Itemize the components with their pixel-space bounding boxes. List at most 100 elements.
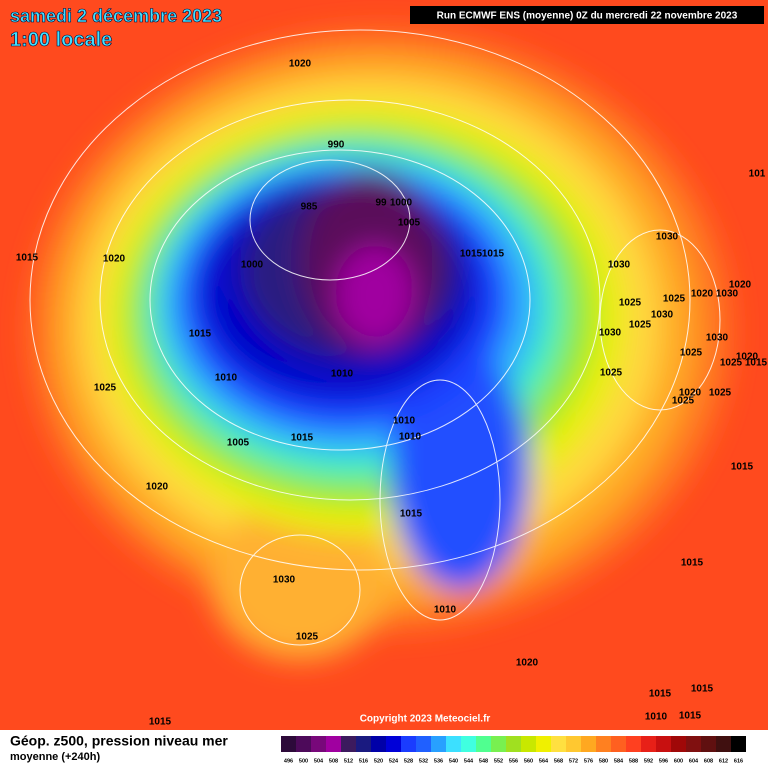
isobar-label: 1015 bbox=[691, 684, 714, 695]
isobar-label: 1030 bbox=[706, 333, 729, 344]
isobar-label: 1030 bbox=[608, 260, 631, 271]
isobar-label: 1025 bbox=[720, 358, 743, 369]
colorbar-label: 588 bbox=[629, 758, 638, 764]
colorbar-swatch bbox=[521, 736, 536, 752]
isobar-label: 1025 bbox=[600, 368, 623, 379]
colorbar-swatch bbox=[461, 736, 476, 752]
run-box bbox=[410, 6, 764, 24]
colorbar-swatch bbox=[581, 736, 596, 752]
colorbar-swatch bbox=[281, 736, 296, 752]
isobar-label: 990 bbox=[328, 140, 345, 151]
colorbar-label: 572 bbox=[569, 758, 578, 764]
colorbar-swatch bbox=[386, 736, 401, 752]
colorbar-label: 616 bbox=[734, 758, 743, 764]
colorbar-label: 608 bbox=[704, 758, 713, 764]
colorbar-swatch bbox=[311, 736, 326, 752]
colorbar-label: 524 bbox=[389, 758, 399, 764]
isobar-label: 1020 bbox=[679, 388, 702, 399]
colorbar-swatch bbox=[491, 736, 506, 752]
isobar-label: 1020 bbox=[516, 658, 539, 669]
colorbar-swatch bbox=[566, 736, 581, 752]
isobar-label: 1015 bbox=[679, 711, 702, 722]
isobar-label: 1010 bbox=[393, 416, 416, 427]
colorbar-label: 552 bbox=[494, 758, 503, 764]
isobar-label: 99 bbox=[375, 198, 387, 209]
colorbar-swatch bbox=[731, 736, 746, 752]
isobar-label: 1030 bbox=[716, 289, 739, 300]
colorbar-label: 508 bbox=[329, 758, 338, 764]
colorbar-label: 600 bbox=[674, 758, 683, 764]
isobar-label: 1025 bbox=[680, 348, 703, 359]
isobar-label: 1015 bbox=[400, 509, 423, 520]
colorbar-swatch bbox=[446, 736, 461, 752]
colorbar-label: 528 bbox=[404, 758, 413, 764]
colorbar-swatch bbox=[611, 736, 626, 752]
isobar-label: 1020 bbox=[729, 280, 752, 291]
colorbar-label: 604 bbox=[689, 758, 699, 764]
isobar-label: 1025 bbox=[709, 388, 732, 399]
isobar-lines bbox=[29, 29, 721, 646]
colorbar-label: 580 bbox=[599, 758, 608, 764]
date: samedi 2 décembre 2023 bbox=[10, 6, 222, 26]
isobar-label: 1000 bbox=[390, 198, 413, 209]
colorbar-label: 536 bbox=[434, 758, 443, 764]
colorbar-swatch bbox=[626, 736, 641, 752]
isobar-label: 1015 bbox=[649, 689, 672, 700]
colorbar-label: 596 bbox=[659, 758, 668, 764]
colorbar: 496 500 504 508 512 516 520 524 528 532 536 540 544 5… bbox=[281, 736, 746, 764]
isobar-label: 1030 bbox=[656, 232, 679, 243]
footer-title: Géop. z500, pression niveau mer bbox=[10, 733, 228, 749]
isobar-label: 1025 bbox=[663, 294, 686, 305]
colorbar-swatch bbox=[536, 736, 551, 752]
colorbar-swatch bbox=[506, 736, 521, 752]
colorbar-swatch bbox=[686, 736, 701, 752]
colorbar-label: 592 bbox=[644, 758, 653, 764]
colorbar-swatch bbox=[416, 736, 431, 752]
colorbar-swatch bbox=[551, 736, 566, 752]
isobar-label: 1015 bbox=[149, 717, 172, 728]
colorbar-label: 540 bbox=[449, 758, 458, 764]
colorbar-label: 500 bbox=[299, 758, 308, 764]
isobar-label: 1025 bbox=[629, 320, 652, 331]
colorbar-label: 520 bbox=[374, 758, 383, 764]
map bbox=[0, 0, 768, 730]
colorbar-swatch bbox=[401, 736, 416, 752]
colorbar-label: 496 bbox=[284, 758, 293, 764]
isobar-label: 1015 bbox=[482, 249, 505, 260]
isobar-label: 1000 bbox=[241, 260, 264, 271]
isobar-label: 1015 bbox=[291, 433, 314, 444]
colorbar-swatch bbox=[671, 736, 686, 752]
colorbar-swatch bbox=[431, 736, 446, 752]
local-time: 1:00 locale bbox=[10, 29, 112, 51]
footer-subtitle: moyenne (+240h) bbox=[10, 751, 101, 763]
colorbar-label: 576 bbox=[584, 758, 593, 764]
isobar-label: 1025 bbox=[94, 383, 117, 394]
isobar-label: 1020 bbox=[691, 289, 714, 300]
isobar-label: 1015 bbox=[460, 249, 483, 260]
colorbar-label: 544 bbox=[464, 758, 474, 764]
isobar-label: 1020 bbox=[103, 254, 126, 265]
isobar-label: 1020 bbox=[146, 482, 169, 493]
isobar-label: 1030 bbox=[651, 310, 674, 321]
isobar-label: 1010 bbox=[434, 605, 457, 616]
colorbar-swatch bbox=[716, 736, 731, 752]
isobar-label: 1020 bbox=[289, 59, 312, 70]
isobar-label: 1015 bbox=[189, 329, 212, 340]
colorbar-swatch bbox=[341, 736, 356, 752]
isobar-label: 101 bbox=[749, 169, 766, 180]
isobar-label: 1030 bbox=[273, 575, 296, 586]
colorbar-swatch bbox=[701, 736, 716, 752]
isobar-label: 1015 bbox=[681, 558, 704, 569]
colorbar-label: 512 bbox=[344, 758, 353, 764]
isobar-label: 1010 bbox=[215, 373, 238, 384]
colorbar-swatch bbox=[296, 736, 311, 752]
colorbar-label: 568 bbox=[554, 758, 563, 764]
isobar-label: 1015 bbox=[16, 253, 39, 264]
colorbar-label: 516 bbox=[359, 758, 368, 764]
colorbar-swatch bbox=[476, 736, 491, 752]
colorbar-label: 560 bbox=[524, 758, 533, 764]
colorbar-label: 612 bbox=[719, 758, 728, 764]
colorbar-label: 584 bbox=[614, 758, 624, 764]
